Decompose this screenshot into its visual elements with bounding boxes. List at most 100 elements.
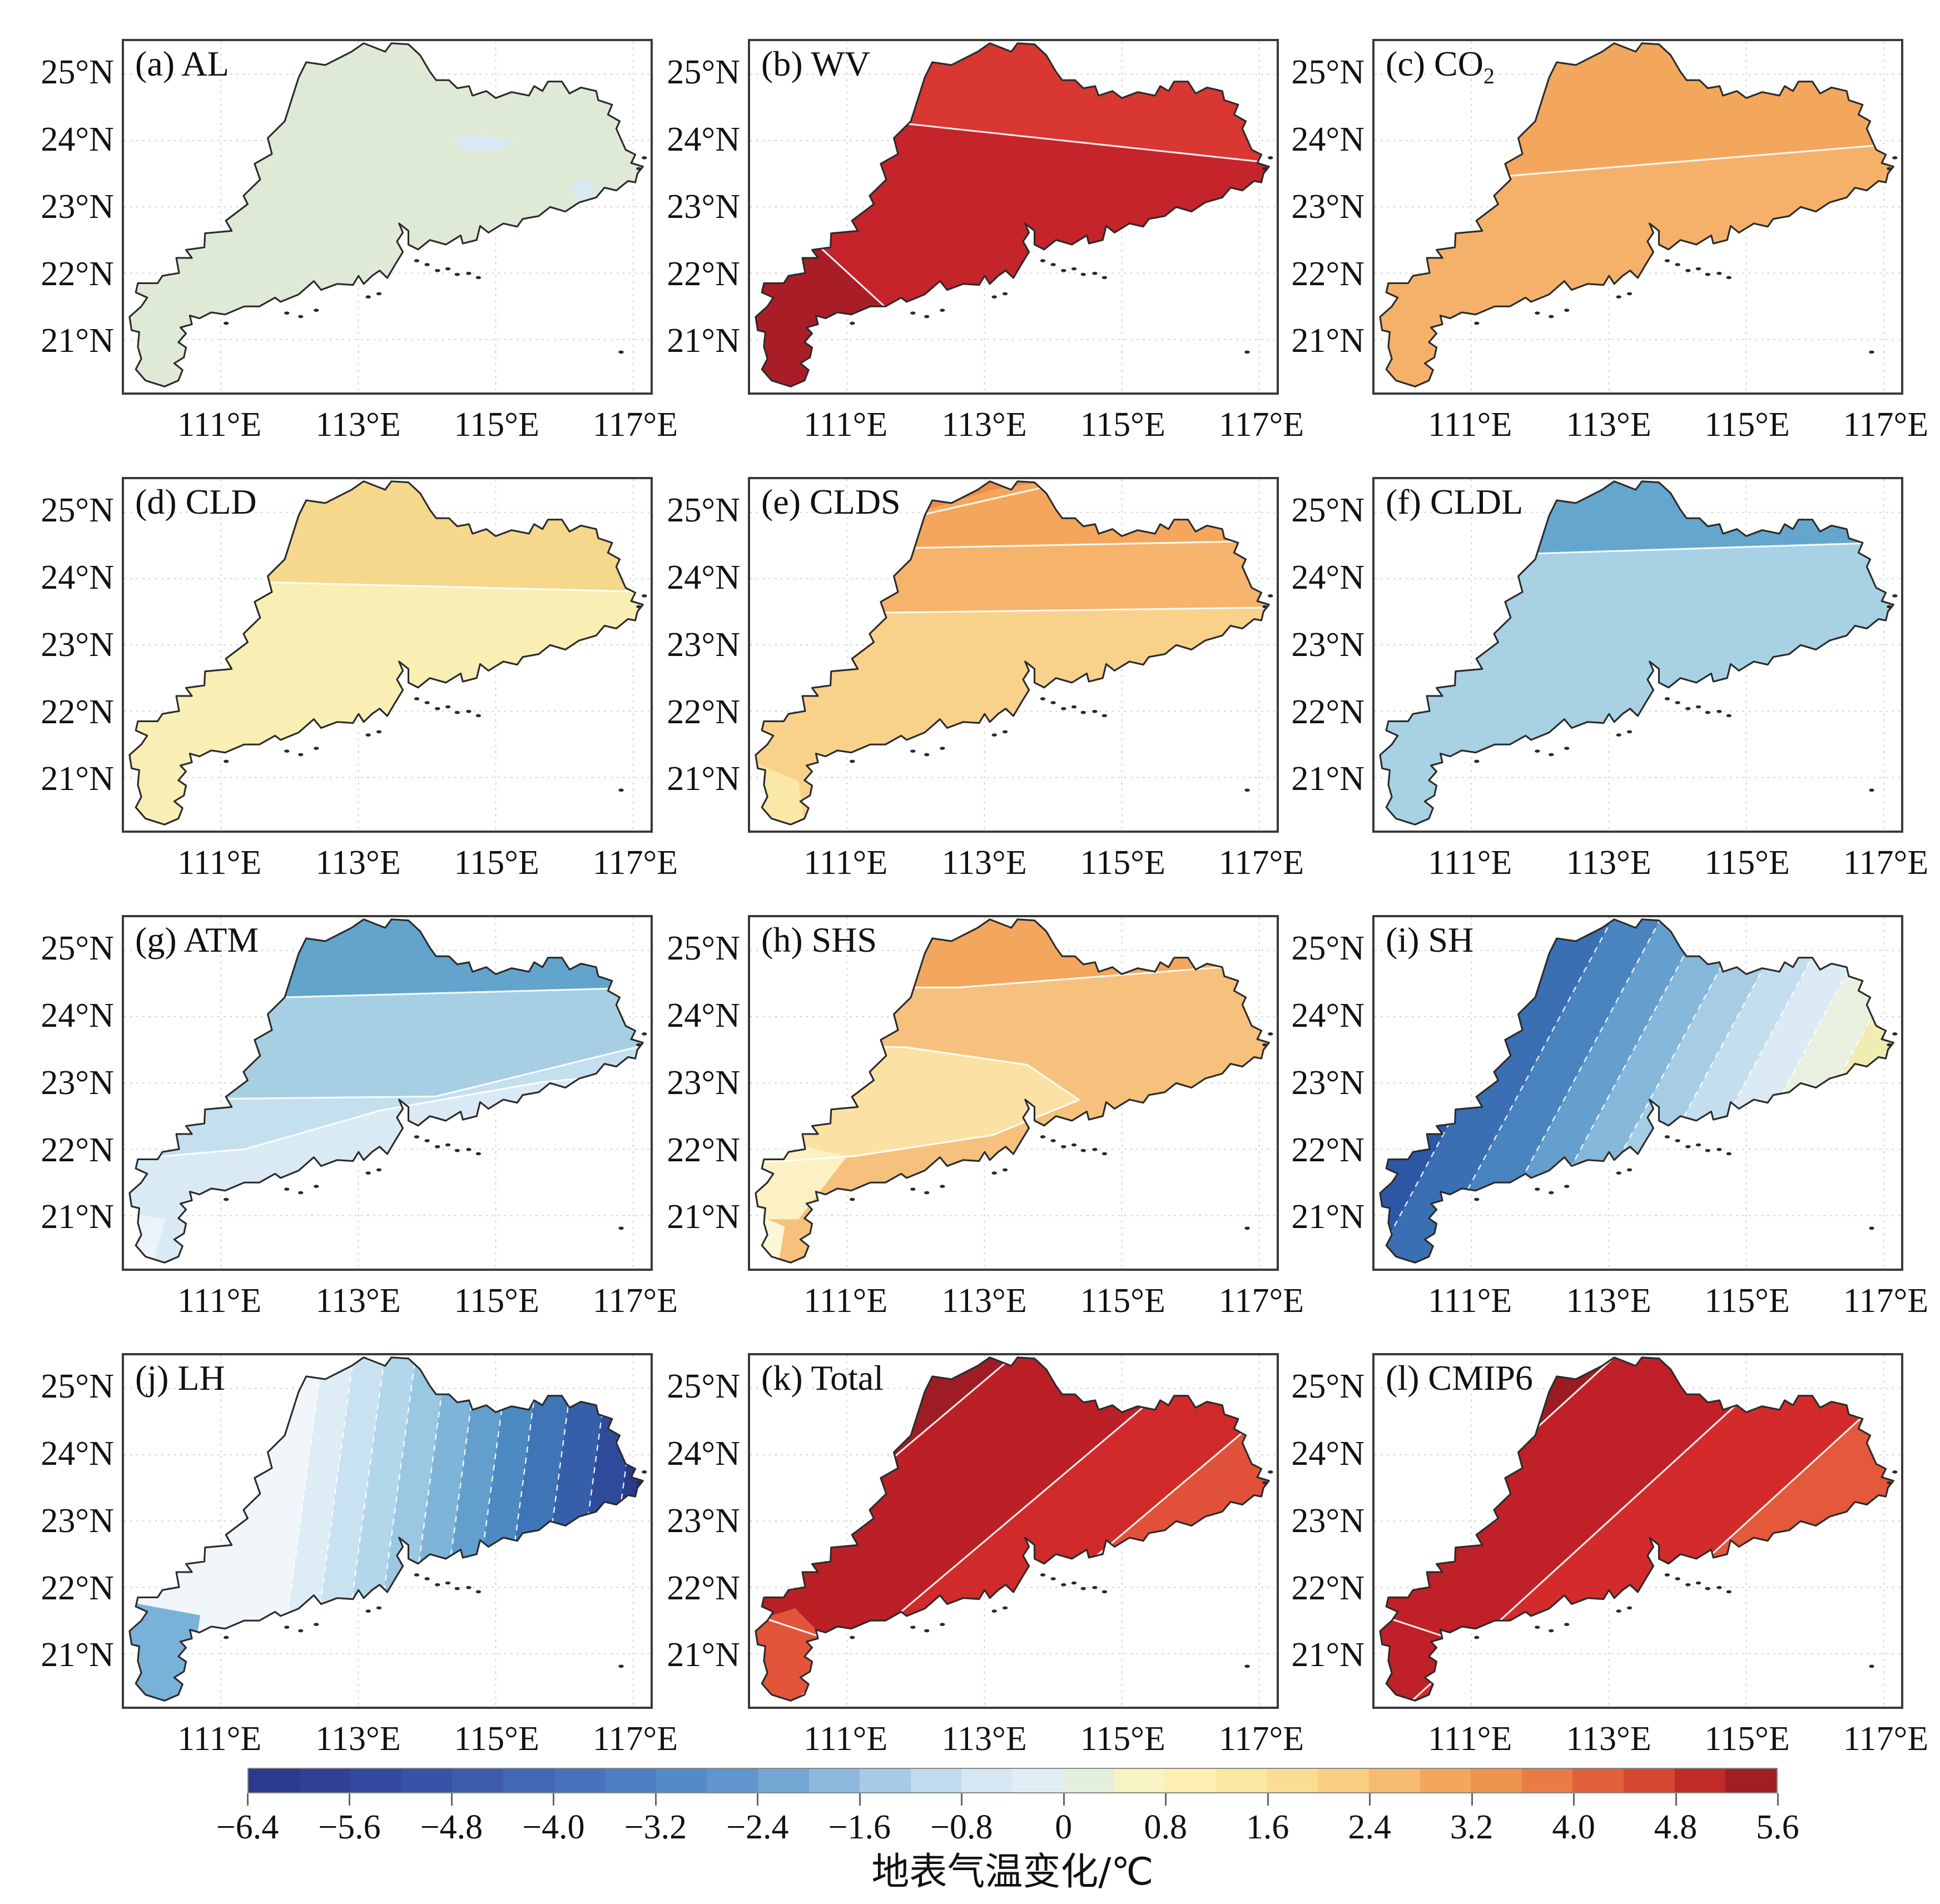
x-axis-tick-label: 111°E [1428, 1720, 1512, 1758]
x-axis-tick-label: 117°E [1843, 1720, 1929, 1758]
panel-c-map [1375, 41, 1901, 392]
coastal-islands [850, 594, 1273, 792]
y-axis-tick-label: 21°N [1291, 760, 1365, 798]
colorbar-segment [1063, 1769, 1115, 1792]
panel-g-map [124, 917, 651, 1269]
panel-label-subscript: 2 [1483, 63, 1495, 88]
panel-a-label: (a) AL [135, 43, 229, 84]
y-axis-tick-label: 24°N [667, 559, 740, 597]
colorbar-segment [656, 1769, 707, 1792]
panel-label-text: (f) CLDL [1386, 482, 1524, 521]
panel-a-plot: (a) AL [122, 39, 653, 395]
colorbar-tick [1675, 1793, 1677, 1806]
coastal-islands [850, 1470, 1273, 1668]
province-outline [128, 918, 644, 1264]
y-axis-tick-label: 21°N [667, 760, 740, 798]
colorbar-segment [1012, 1769, 1064, 1792]
province-outline [1379, 42, 1894, 387]
panel-k-map [750, 1355, 1277, 1707]
province-outline [1379, 918, 1894, 1264]
panel-f-map [1375, 479, 1901, 831]
colorbar-segment [1471, 1769, 1522, 1792]
y-axis-tick-label: 25°N [41, 491, 114, 530]
y-axis-tick-label: 24°N [41, 1435, 114, 1473]
x-axis-tick-label: 113°E [1566, 1282, 1651, 1320]
panel-d-map [124, 479, 651, 831]
coastal-islands [1474, 1032, 1898, 1230]
panel-e-label: (e) CLDS [761, 481, 901, 523]
y-axis-tick-label: 23°N [667, 1502, 740, 1540]
colorbar-tick-label: 3.2 [1450, 1808, 1494, 1846]
x-axis-tick-label: 117°E [1843, 844, 1929, 882]
panel-g-plot: (g) ATM [122, 915, 653, 1271]
coastal-islands [224, 594, 647, 792]
x-axis-tick-label: 111°E [1428, 1282, 1512, 1320]
y-axis-tick-label: 21°N [1291, 1636, 1365, 1674]
x-axis-tick-label: 113°E [315, 406, 401, 444]
colorbar-tick-label: 2.4 [1348, 1808, 1391, 1846]
panel-l-map [1375, 1355, 1901, 1707]
y-axis-tick-label: 23°N [41, 187, 114, 226]
panel-i-label: (i) SH [1386, 919, 1473, 961]
colorbar-tick-label: −2.4 [726, 1808, 789, 1846]
panel-k-label: (k) Total [761, 1358, 884, 1399]
y-axis-tick-label: 21°N [667, 1636, 740, 1674]
colorbar-tick [961, 1793, 963, 1806]
colorbar-tick-label: 4.8 [1654, 1808, 1698, 1846]
colorbar-segment [503, 1769, 554, 1792]
x-axis-tick-label: 111°E [803, 406, 888, 444]
x-axis-tick-label: 117°E [592, 1720, 678, 1758]
y-axis-tick-label: 25°N [667, 1368, 740, 1406]
province-outline [1379, 480, 1894, 826]
x-axis-tick-label: 111°E [177, 1720, 262, 1758]
province-outline [128, 42, 644, 387]
x-axis-tick-label: 111°E [177, 1282, 262, 1320]
x-axis-tick-label: 113°E [941, 406, 1027, 444]
y-axis-tick-label: 23°N [667, 1063, 740, 1102]
y-axis-tick-label: 21°N [667, 1198, 740, 1236]
colorbar-tick-label: −5.6 [318, 1808, 381, 1846]
panel-f-plot: (f) CLDL [1372, 477, 1903, 833]
y-axis-tick-label: 22°N [41, 693, 114, 731]
panel-h-label: (h) SHS [761, 919, 877, 961]
panel-label-text: (k) Total [761, 1358, 884, 1398]
y-axis-tick-label: 25°N [667, 53, 740, 92]
colorbar-tick-label: 4.0 [1552, 1808, 1595, 1846]
colorbar-tick [1471, 1793, 1473, 1806]
colorbar-tick [1777, 1793, 1779, 1806]
x-axis-tick-label: 117°E [1218, 1720, 1304, 1758]
colorbar-segment [1318, 1769, 1370, 1792]
colorbar-segment [1267, 1769, 1318, 1792]
panel-label-text: (b) WV [761, 44, 871, 83]
colorbar-tick [1165, 1793, 1167, 1806]
x-axis-tick-label: 113°E [315, 1720, 401, 1758]
x-axis-tick-label: 117°E [592, 1282, 678, 1320]
y-axis-tick-label: 22°N [667, 1131, 740, 1169]
y-axis-tick-label: 21°N [1291, 1198, 1365, 1236]
colorbar-segment [554, 1769, 606, 1792]
y-axis-tick-label: 21°N [667, 322, 740, 360]
x-axis-tick-label: 117°E [592, 406, 678, 444]
y-axis-tick-label: 24°N [667, 997, 740, 1035]
coastal-islands [224, 1470, 647, 1668]
x-axis-tick-label: 117°E [1843, 1282, 1929, 1320]
colorbar-tick-label: −1.6 [828, 1808, 891, 1846]
y-axis-tick-label: 23°N [1291, 187, 1365, 226]
y-axis-tick-label: 25°N [667, 491, 740, 530]
y-axis-tick-label: 25°N [1291, 929, 1365, 968]
y-axis-tick-label: 23°N [1291, 1063, 1365, 1102]
panel-label-text: (c) CO [1386, 44, 1483, 83]
y-axis-tick-label: 24°N [667, 1435, 740, 1473]
y-axis-tick-label: 22°N [667, 693, 740, 731]
x-axis-tick-label: 111°E [803, 1282, 888, 1320]
x-axis-tick-label: 115°E [454, 1720, 539, 1758]
x-axis-tick-label: 111°E [177, 406, 262, 444]
y-axis-tick-label: 25°N [1291, 491, 1365, 530]
coastal-islands [224, 1032, 647, 1230]
y-axis-tick-label: 22°N [41, 1569, 114, 1607]
coastal-islands [1474, 156, 1898, 354]
colorbar-segment [249, 1769, 300, 1792]
y-axis-tick-label: 23°N [1291, 625, 1365, 664]
colorbar-segment [1114, 1769, 1165, 1792]
